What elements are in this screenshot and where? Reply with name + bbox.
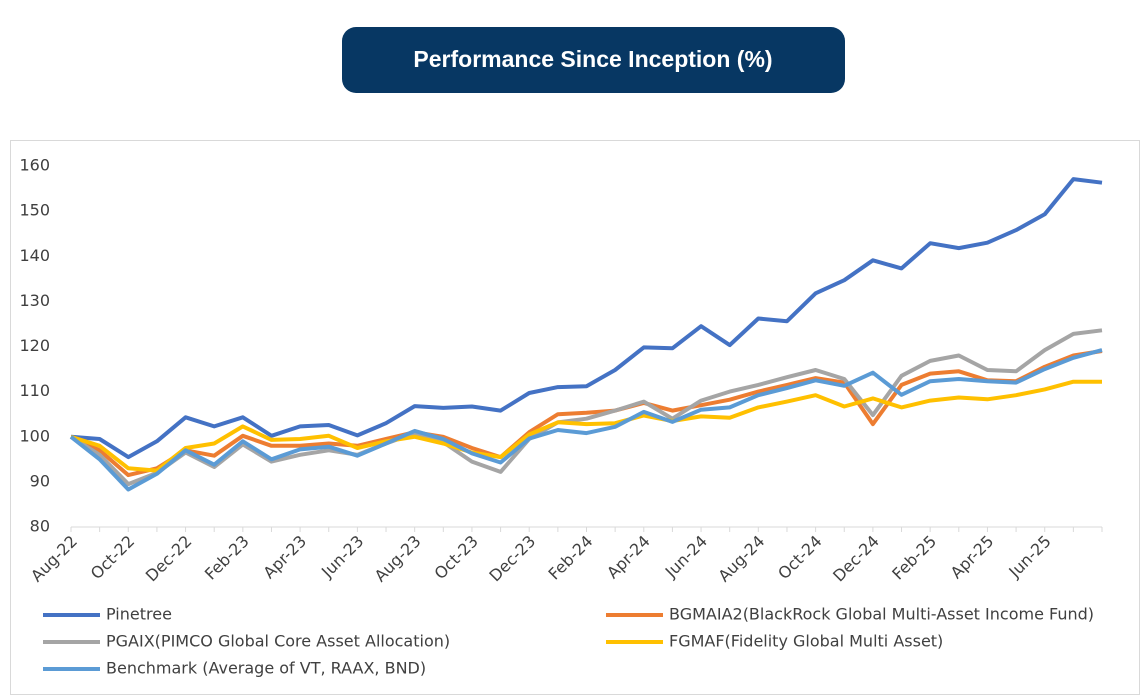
x-tick-label: Aug-22 [27,532,81,586]
x-tick-label: Oct-23 [430,532,481,583]
legend-label: Pinetree [106,605,172,624]
y-tick-label: 140 [19,246,50,265]
series-line [70,379,1102,473]
series-line [70,177,1103,460]
x-tick-label: Dec-23 [485,532,539,586]
series-line [70,349,1103,478]
x-tick-label: Aug-24 [714,532,768,586]
x-tick-label: Oct-22 [87,532,138,583]
x-tick-label: Apr-24 [603,532,654,583]
x-tick-label: Feb-24 [545,532,597,584]
x-tick-label: Oct-24 [774,532,825,583]
title-box [342,27,845,93]
x-tick-label: Apr-23 [259,532,310,583]
x-tick-label: Jun-24 [661,532,711,582]
legend-label: Benchmark (Average of VT, RAAX, BND) [106,659,426,678]
chart-title: Performance Since Inception (%) [413,46,772,72]
x-tick-label: Aug-23 [371,532,425,586]
legend-label: BGMAIA2(BlackRock Global Multi-Asset Inc… [669,605,1094,624]
series-line [69,348,1103,492]
y-tick-label: 110 [19,381,50,400]
y-tick-label: 120 [19,336,50,355]
x-tick-label: Jun-25 [1004,532,1054,582]
legend-label: FGMAF(Fidelity Global Multi Asset) [669,632,943,651]
y-tick-label: 90 [30,471,50,490]
x-tick-label: Dec-22 [142,532,196,586]
y-tick-label: 80 [30,517,50,536]
y-tick-label: 160 [19,156,50,175]
x-tick-label: Feb-23 [201,532,253,584]
x-tick-label: Jun-23 [317,532,367,582]
series-line [69,328,1103,487]
x-tick-label: Apr-25 [947,532,998,583]
legend-label: PGAIX(PIMCO Global Core Asset Allocation… [106,632,450,651]
y-tick-label: 100 [19,426,50,445]
y-tick-label: 130 [19,291,50,310]
y-tick-label: 150 [19,201,50,220]
x-tick-label: Dec-24 [829,532,883,586]
x-tick-label: Feb-25 [888,532,940,584]
plot-frame [10,140,1140,695]
